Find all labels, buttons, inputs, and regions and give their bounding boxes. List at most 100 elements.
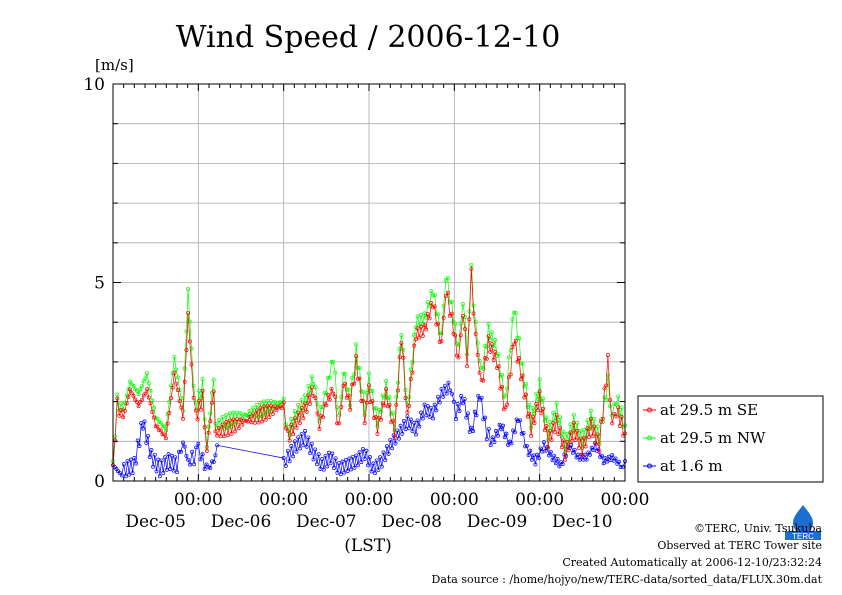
data-point bbox=[402, 419, 406, 423]
data-point bbox=[600, 416, 605, 421]
data-point bbox=[362, 421, 367, 426]
data-point bbox=[381, 450, 386, 455]
data-point bbox=[281, 400, 286, 405]
data-point bbox=[407, 426, 412, 431]
data-point bbox=[137, 444, 142, 448]
data-point bbox=[135, 438, 140, 443]
data-point bbox=[427, 414, 432, 419]
data-point bbox=[508, 372, 513, 377]
data-point bbox=[523, 444, 528, 449]
data-point bbox=[555, 457, 560, 461]
footer-observed: Observed at TERC Tower site bbox=[657, 539, 822, 552]
data-point bbox=[397, 347, 402, 352]
data-point bbox=[119, 401, 124, 406]
data-point bbox=[576, 446, 581, 450]
data-point bbox=[445, 290, 450, 295]
data-point bbox=[441, 394, 446, 399]
data-point bbox=[345, 469, 350, 473]
data-point bbox=[179, 405, 184, 410]
data-point bbox=[139, 421, 144, 426]
data-point bbox=[240, 422, 245, 427]
data-point bbox=[474, 413, 479, 418]
data-point bbox=[610, 453, 615, 458]
data-point bbox=[532, 421, 537, 425]
data-point bbox=[233, 422, 238, 427]
data-point bbox=[236, 426, 241, 431]
data-point bbox=[513, 338, 518, 343]
data-point bbox=[342, 470, 347, 475]
data-point bbox=[158, 420, 163, 425]
data-point bbox=[220, 422, 225, 427]
data-point bbox=[425, 404, 430, 409]
data-point bbox=[145, 387, 150, 392]
data-point bbox=[413, 432, 418, 437]
data-point bbox=[304, 409, 309, 414]
data-point bbox=[379, 464, 384, 469]
x-time-label: 00:00 bbox=[601, 490, 650, 510]
data-point bbox=[299, 406, 304, 410]
data-point bbox=[327, 375, 332, 380]
data-point bbox=[144, 440, 149, 445]
data-point bbox=[152, 415, 156, 420]
data-point bbox=[332, 466, 336, 470]
data-point bbox=[526, 453, 531, 457]
data-point bbox=[346, 387, 351, 392]
data-point bbox=[316, 452, 321, 457]
data-point bbox=[429, 289, 434, 294]
data-point bbox=[585, 426, 590, 431]
data-point bbox=[422, 323, 427, 328]
data-point bbox=[206, 430, 211, 435]
data-point bbox=[548, 449, 553, 454]
data-point bbox=[224, 420, 229, 425]
data-point bbox=[325, 464, 330, 469]
data-point bbox=[572, 447, 577, 452]
data-point bbox=[354, 342, 359, 347]
data-point bbox=[361, 398, 365, 403]
data-point bbox=[552, 453, 557, 458]
data-point bbox=[164, 467, 169, 472]
data-point bbox=[155, 424, 160, 429]
data-point bbox=[465, 364, 470, 369]
data-point bbox=[484, 356, 489, 361]
data-point bbox=[384, 387, 389, 391]
series-lines bbox=[111, 262, 627, 479]
data-point bbox=[570, 438, 575, 443]
data-point bbox=[510, 345, 515, 349]
data-point bbox=[269, 399, 274, 404]
data-point bbox=[603, 456, 608, 461]
data-point bbox=[588, 408, 593, 413]
data-point bbox=[254, 408, 259, 413]
data-point bbox=[303, 401, 307, 406]
data-point bbox=[558, 425, 563, 430]
data-point bbox=[352, 372, 357, 377]
data-point bbox=[326, 450, 331, 455]
data-point bbox=[602, 386, 607, 391]
data-point bbox=[317, 419, 322, 424]
data-point bbox=[460, 302, 465, 306]
data-point bbox=[437, 331, 442, 336]
data-point bbox=[136, 392, 141, 397]
data-point bbox=[460, 313, 465, 318]
data-point bbox=[202, 467, 207, 471]
data-point bbox=[158, 428, 163, 433]
data-point bbox=[408, 417, 413, 422]
data-point bbox=[419, 312, 424, 317]
data-point bbox=[534, 391, 539, 396]
data-point bbox=[512, 310, 517, 315]
data-point bbox=[492, 440, 497, 445]
data-point bbox=[477, 370, 482, 375]
data-point bbox=[191, 383, 196, 388]
data-point bbox=[143, 376, 148, 381]
data-point bbox=[592, 424, 597, 429]
data-point bbox=[608, 397, 613, 402]
data-point bbox=[587, 434, 592, 439]
data-point bbox=[569, 443, 574, 447]
data-point bbox=[547, 420, 552, 425]
data-point bbox=[311, 382, 316, 386]
data-point bbox=[527, 411, 532, 416]
data-point bbox=[457, 409, 462, 414]
data-point bbox=[222, 434, 227, 439]
data-point bbox=[226, 433, 230, 438]
data-point bbox=[324, 403, 329, 408]
series-at-1-6-m bbox=[111, 380, 627, 479]
